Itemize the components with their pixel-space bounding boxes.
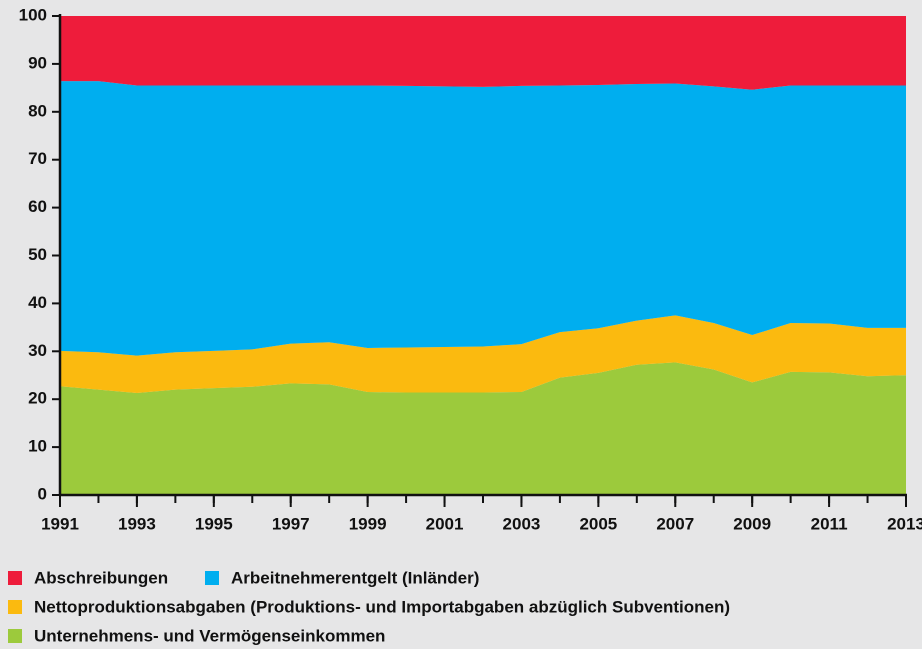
legend-swatch: [205, 571, 219, 585]
x-tick-label: 2003: [503, 514, 541, 533]
area: [60, 16, 906, 90]
area: [60, 315, 906, 393]
y-tick-label: 30: [28, 341, 47, 360]
x-tick-label: 2005: [579, 514, 617, 533]
y-tick-label: 20: [28, 389, 47, 408]
legend-label: Unternehmens- und Vermögenseinkommen: [34, 626, 385, 645]
legend-label: Nettoproduktionsabgaben (Produktions- un…: [34, 597, 730, 616]
x-tick-label: 2009: [733, 514, 771, 533]
y-tick-label: 0: [38, 484, 47, 503]
y-tick-label: 50: [28, 245, 47, 264]
legend-swatch: [8, 600, 22, 614]
x-tick-label: 1991: [41, 514, 79, 533]
legend-label: Arbeitnehmerentgelt (Inländer): [231, 568, 479, 587]
y-tick-label: 70: [28, 149, 47, 168]
legend-label: Abschreibungen: [34, 568, 168, 587]
x-tick-label: 1993: [118, 514, 156, 533]
y-tick-label: 100: [19, 5, 47, 24]
area: [60, 81, 906, 356]
area: [60, 362, 906, 495]
x-tick-label: 2011: [811, 514, 848, 533]
x-tick-label: 2001: [426, 514, 464, 533]
y-tick-label: 40: [28, 293, 47, 312]
x-tick-label: 1995: [195, 514, 233, 533]
x-tick-label: 1997: [272, 514, 310, 533]
y-tick-label: 10: [28, 437, 47, 456]
y-tick-label: 60: [28, 197, 47, 216]
y-tick-label: 80: [28, 101, 47, 120]
y-tick-label: 90: [28, 53, 47, 72]
x-tick-label: 2007: [656, 514, 694, 533]
legend-swatch: [8, 629, 22, 643]
x-tick-label: 1999: [349, 514, 387, 533]
legend-swatch: [8, 571, 22, 585]
x-tick-label: 2013: [887, 514, 922, 533]
